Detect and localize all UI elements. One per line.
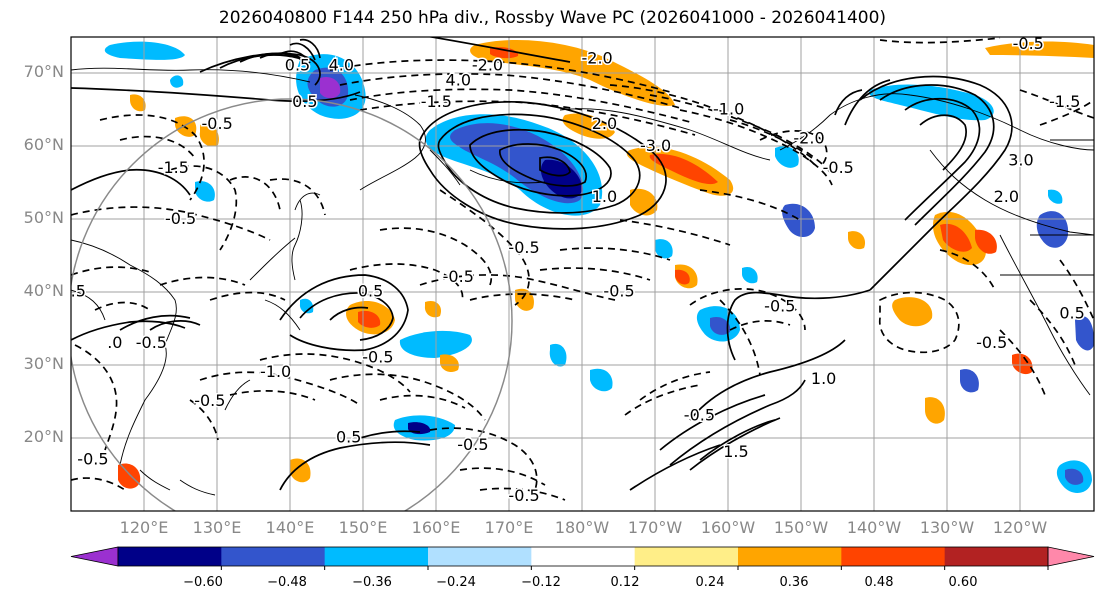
lat-label-30n: 30°N: [23, 354, 64, 373]
contour-label: -1.5: [421, 92, 452, 111]
lon-label-140w: 140°W: [846, 518, 902, 537]
contour-label: -2.0: [582, 48, 613, 67]
contours-positive: [71, 37, 1013, 491]
lon-label-130w: 130°W: [919, 518, 975, 537]
contour-label: 0.5: [358, 282, 383, 301]
colorbar-swatch: [531, 547, 636, 566]
colorbar-swatch: [841, 547, 946, 566]
contour-label: -1.5: [158, 158, 189, 177]
contour-label: -0.5: [1013, 34, 1044, 53]
contour-label: -0.5: [165, 209, 196, 228]
contour-label: 4.0: [446, 70, 471, 89]
lon-label-120e: 120°E: [119, 518, 169, 537]
colorbar-label: 0.24: [695, 575, 725, 590]
colorbar-label: 0.48: [864, 575, 894, 590]
colorbar-label: −0.60: [183, 575, 223, 590]
lon-label-150w: 150°W: [773, 518, 829, 537]
contour-label: -3.0: [640, 136, 671, 155]
contour-label: 3.0: [1008, 150, 1033, 169]
contour-label: -0.5: [194, 391, 225, 410]
contour-label: 1.5: [723, 442, 748, 461]
contour-label: -0.5: [136, 333, 167, 352]
contour-label: -1.5: [1049, 92, 1080, 111]
contours-negative: [71, 37, 1094, 501]
contour-labels: 4.04.0-2.0 -2.0-1.50.50.5-0.52.01.0-3.0-1…: [71, 34, 1086, 506]
colorbar-ticks: [220, 566, 1049, 570]
contour-label: 2.0: [994, 187, 1019, 206]
contour-label: -0.5: [77, 449, 108, 468]
lon-label-150e: 150°E: [338, 518, 388, 537]
contour-label: -0.5: [362, 347, 393, 366]
lon-label-160e: 160°E: [411, 518, 461, 537]
lon-label-180w: 180°W: [554, 518, 610, 537]
lon-label-120w: 120°W: [992, 518, 1048, 537]
contour-label: 1.0: [811, 369, 836, 388]
contour-label: 1.0: [592, 187, 617, 206]
lon-label-170e: 170°E: [484, 518, 534, 537]
lon-label-140e: 140°E: [265, 518, 315, 537]
map-frame: [70, 36, 1095, 512]
colorbar-label: 0.12: [610, 575, 640, 590]
contour-label: -0.5: [976, 333, 1007, 352]
contour-label: -2.0: [793, 129, 824, 148]
contour-label: -0.5: [443, 267, 474, 286]
contour-label: 0.5: [292, 92, 317, 111]
contour-label: -0.5: [508, 238, 539, 257]
contour-label: 0.5: [336, 428, 361, 447]
colorbar: [70, 546, 1095, 567]
colorbar-label: −0.36: [352, 575, 392, 590]
contour-label: -1.0: [260, 362, 291, 381]
colorbar-label: −0.12: [521, 575, 561, 590]
contour-label: 4.0: [329, 56, 354, 75]
colorbar-label: 0.36: [779, 575, 809, 590]
contour-label: -0.5: [603, 282, 634, 301]
chart-title: 2026040800 F144 250 hPa div., Rossby Wav…: [218, 8, 887, 28]
lat-label-20n: 20°N: [23, 427, 64, 446]
contour-label: -0.5: [684, 406, 715, 425]
lat-label-70n: 70°N: [23, 62, 64, 81]
lon-label-130e: 130°E: [192, 518, 242, 537]
lon-label-170w: 170°W: [627, 518, 683, 537]
lat-label-50n: 50°N: [23, 208, 64, 227]
highlight-circle: [71, 98, 513, 511]
colorbar-swatch: [118, 547, 222, 566]
colorbar-swatch: [944, 547, 1049, 566]
colorbar-frame: [117, 546, 1049, 567]
colorbar-label: −0.24: [436, 575, 476, 590]
lon-label-160w: 160°W: [700, 518, 756, 537]
colorbar-extend-max: [1047, 546, 1095, 567]
contour-label: -1.0: [713, 99, 744, 118]
lat-label-40n: 40°N: [23, 281, 64, 300]
colorbar-swatch: [324, 547, 429, 566]
contour-label: -0.5: [823, 158, 854, 177]
contour-label: -0.5: [202, 114, 233, 133]
colorbar-extend-min: [70, 546, 119, 567]
colorbar-label: 0.60: [948, 575, 978, 590]
contour-label: 0.5: [285, 56, 310, 75]
contour-label: -0.5: [457, 435, 488, 454]
contour-label: 0.5: [1059, 304, 1084, 323]
contour-label: -0.5: [764, 296, 795, 315]
colorbar-swatch: [738, 547, 842, 566]
contour-label: 2.0: [592, 114, 617, 133]
colorbar-swatch: [428, 547, 532, 566]
colorbar-swatch: [634, 547, 739, 566]
colorbar-swatch: [221, 547, 326, 566]
contour-label: -2.0: [472, 56, 503, 75]
lat-label-60n: 60°N: [23, 135, 64, 154]
contour-label: -0.5: [508, 486, 539, 505]
contour-label: .0: [107, 333, 122, 352]
colorbar-label: −0.48: [267, 575, 307, 590]
contour-label: .5: [71, 282, 86, 301]
